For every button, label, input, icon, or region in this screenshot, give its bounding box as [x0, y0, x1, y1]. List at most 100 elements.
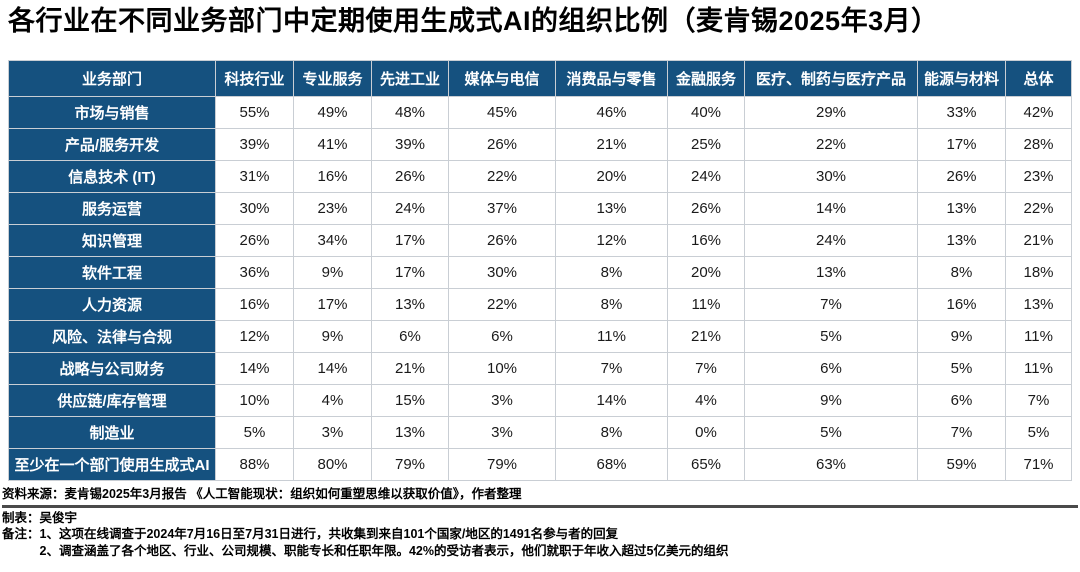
value-cell: 30%: [744, 159, 918, 193]
value-cell: 8%: [555, 287, 668, 321]
value-cell: 3%: [448, 383, 556, 417]
value-cell: 13%: [917, 191, 1006, 225]
table-row: 市场与销售 55% 49% 48% 45% 46% 40% 29% 33% 42%: [8, 95, 1072, 129]
value-cell: 3%: [293, 415, 372, 449]
table-row: 知识管理 26% 34% 17% 26% 12% 16% 24% 13% 21%: [8, 223, 1072, 257]
value-cell: 5%: [744, 319, 918, 353]
value-cell: 8%: [555, 415, 668, 449]
value-cell: 10%: [215, 383, 294, 417]
value-cell: 17%: [917, 127, 1006, 161]
value-cell: 28%: [1005, 127, 1072, 161]
value-cell: 4%: [293, 383, 372, 417]
page-title: 各行业在不同业务部门中定期使用生成式AI的组织比例（麦肯锡2025年3月）: [8, 6, 939, 36]
table-row: 软件工程 36% 9% 17% 30% 8% 20% 13% 8% 18%: [8, 255, 1072, 289]
value-cell: 17%: [293, 287, 372, 321]
author-line: 制表：吴俊宇: [2, 511, 78, 525]
note-lines: 1、这项在线调查于2024年7月16日至7月31日进行，共收集到来自101个国家…: [40, 526, 729, 559]
value-cell: 9%: [917, 319, 1006, 353]
value-cell: 12%: [555, 223, 668, 257]
value-cell: 11%: [1005, 319, 1072, 353]
value-cell: 46%: [555, 95, 668, 129]
row-label: 人力资源: [8, 287, 216, 321]
value-cell: 0%: [667, 415, 745, 449]
value-cell: 5%: [917, 351, 1006, 385]
footer: 资料来源：麦肯锡2025年3月报告 《人工智能现状：组织如何重塑思维以获取价值》…: [2, 486, 1080, 559]
value-cell: 17%: [371, 223, 449, 257]
value-cell: 42%: [1005, 95, 1072, 129]
value-cell: 11%: [555, 319, 668, 353]
value-cell: 71%: [1005, 447, 1072, 481]
value-cell: 9%: [744, 383, 918, 417]
value-cell: 6%: [448, 319, 556, 353]
value-cell: 6%: [744, 351, 918, 385]
table-row: 风险、法律与合规 12% 9% 6% 6% 11% 21% 5% 9% 11%: [8, 319, 1072, 353]
value-cell: 26%: [448, 223, 556, 257]
value-cell: 49%: [293, 95, 372, 129]
value-cell: 29%: [744, 95, 918, 129]
value-cell: 24%: [371, 191, 449, 225]
value-cell: 23%: [293, 191, 372, 225]
value-cell: 14%: [555, 383, 668, 417]
column-header: 消费品与零售: [555, 59, 668, 97]
notes-block: 备注： 1、这项在线调查于2024年7月16日至7月31日进行，共收集到来自10…: [2, 526, 1080, 559]
value-cell: 65%: [667, 447, 745, 481]
value-cell: 14%: [215, 351, 294, 385]
value-cell: 13%: [371, 287, 449, 321]
table-row: 战略与公司财务 14% 14% 21% 10% 7% 7% 6% 5% 11%: [8, 351, 1072, 385]
table-row: 信息技术 (IT) 31% 16% 26% 22% 20% 24% 30% 26% 23%: [8, 159, 1072, 193]
value-cell: 24%: [667, 159, 745, 193]
value-cell: 16%: [293, 159, 372, 193]
column-header: 金融服务: [667, 59, 745, 97]
value-cell: 7%: [917, 415, 1006, 449]
table-row: 人力资源 16% 17% 13% 22% 8% 11% 7% 16% 13%: [8, 287, 1072, 321]
value-cell: 31%: [215, 159, 294, 193]
value-cell: 18%: [1005, 255, 1072, 289]
value-cell: 20%: [667, 255, 745, 289]
value-cell: 30%: [215, 191, 294, 225]
value-cell: 88%: [215, 447, 294, 481]
value-cell: 5%: [744, 415, 918, 449]
value-cell: 13%: [1005, 287, 1072, 321]
value-cell: 39%: [371, 127, 449, 161]
value-cell: 63%: [744, 447, 918, 481]
value-cell: 13%: [555, 191, 668, 225]
column-header: 专业服务: [293, 59, 372, 97]
source-line: 资料来源：麦肯锡2025年3月报告 《人工智能现状：组织如何重塑思维以获取价值》…: [2, 486, 522, 501]
value-cell: 8%: [555, 255, 668, 289]
row-label: 产品/服务开发: [8, 127, 216, 161]
value-cell: 79%: [448, 447, 556, 481]
value-cell: 13%: [371, 415, 449, 449]
value-cell: 26%: [917, 159, 1006, 193]
divider-line: [2, 505, 1078, 508]
row-label: 知识管理: [8, 223, 216, 257]
value-cell: 17%: [371, 255, 449, 289]
value-cell: 13%: [917, 223, 1006, 257]
value-cell: 59%: [917, 447, 1006, 481]
value-cell: 26%: [215, 223, 294, 257]
row-label: 市场与销售: [8, 95, 216, 129]
column-header: 科技行业: [215, 59, 294, 97]
value-cell: 9%: [293, 319, 372, 353]
value-cell: 3%: [448, 415, 556, 449]
value-cell: 8%: [917, 255, 1006, 289]
row-label: 风险、法律与合规: [8, 319, 216, 353]
value-cell: 36%: [215, 255, 294, 289]
value-cell: 22%: [1005, 191, 1072, 225]
value-cell: 39%: [215, 127, 294, 161]
column-header: 医疗、制药与医疗产品: [744, 59, 918, 97]
value-cell: 41%: [293, 127, 372, 161]
value-cell: 5%: [1005, 415, 1072, 449]
table-row: 至少在一个部门使用生成式AI 88% 80% 79% 79% 68% 65% 63% 59% 71…: [8, 447, 1072, 481]
row-label: 至少在一个部门使用生成式AI: [8, 447, 216, 481]
table-row: 供应链/库存管理 10% 4% 15% 3% 14% 4% 9% 6% 7%: [8, 383, 1072, 417]
column-header: 先进工业: [371, 59, 449, 97]
value-cell: 21%: [667, 319, 745, 353]
value-cell: 34%: [293, 223, 372, 257]
value-cell: 6%: [917, 383, 1006, 417]
note-line-2: 2、调查涵盖了各个地区、行业、公司规模、职能专长和任职年限。42%的受访者表示，…: [39, 543, 729, 558]
value-cell: 30%: [448, 255, 556, 289]
table-row: 制造业 5% 3% 13% 3% 8% 0% 5% 7% 5%: [8, 415, 1072, 449]
value-cell: 13%: [744, 255, 918, 289]
value-cell: 21%: [371, 351, 449, 385]
value-cell: 12%: [215, 319, 294, 353]
